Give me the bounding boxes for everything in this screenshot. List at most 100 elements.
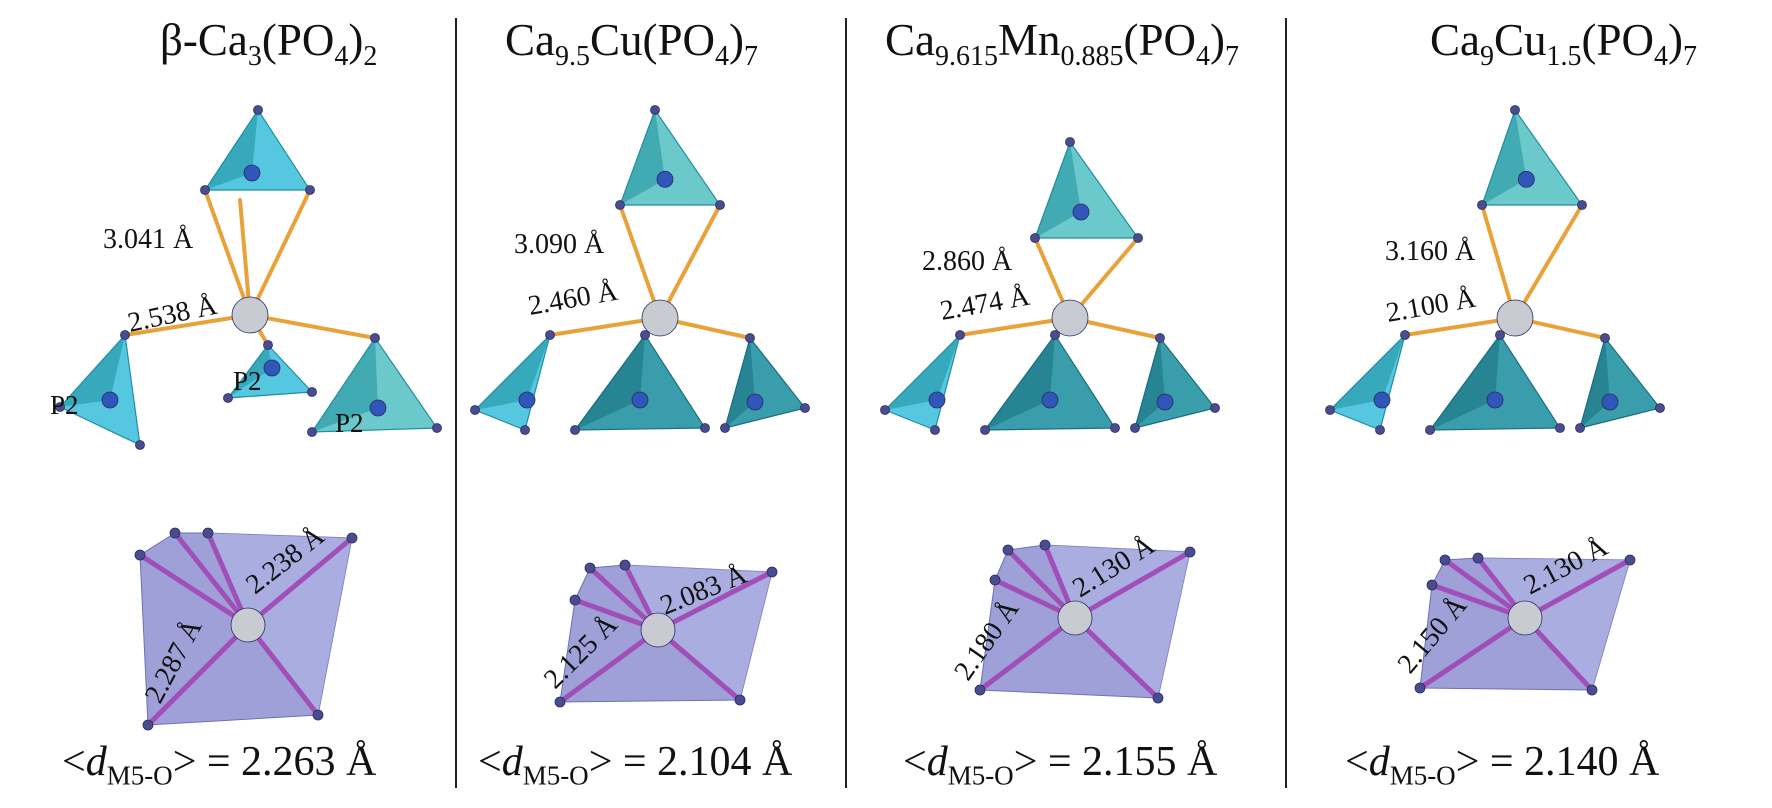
oxygen-atom <box>1152 692 1164 704</box>
avg-bracket: < <box>903 739 927 785</box>
oxygen-atom <box>570 425 580 435</box>
oxygen-atom <box>1439 554 1451 566</box>
avg-bracket: < <box>62 739 86 785</box>
phosphorus-atom <box>631 391 649 409</box>
m5-o-bond <box>655 627 743 703</box>
oxygen-atom <box>1065 137 1075 147</box>
title-text: Cu(PO <box>590 15 716 65</box>
panel-title: Ca9.5Cu(PO4)7 <box>505 14 758 70</box>
title-text: Ca <box>505 15 555 65</box>
oxygen-atom <box>1586 684 1598 696</box>
oxygen-atom <box>1472 552 1484 564</box>
m5-o-bond <box>1417 615 1528 691</box>
oxygen-atom <box>569 594 581 606</box>
phosphorus-atom <box>369 399 387 417</box>
avg-value: > = 2.263 Å <box>172 739 377 785</box>
oxygen-atom <box>1130 423 1140 433</box>
phosphorus-atom <box>1486 391 1504 409</box>
m-o-bond <box>618 203 662 320</box>
m5-o-bond <box>172 530 251 628</box>
m-o-bond <box>203 188 252 317</box>
tetrahedron-face <box>60 335 125 407</box>
title-text: Cu <box>1494 15 1547 65</box>
avg-symbol: d <box>926 739 948 785</box>
oxygen-atom <box>545 330 555 340</box>
oxygen-atom <box>974 684 986 696</box>
title-text: ) <box>1668 15 1684 65</box>
site-label: P2 <box>233 366 262 396</box>
title-subscript: 0.885 <box>1060 40 1124 72</box>
oxygen-atom <box>346 532 358 544</box>
oxygen-atom <box>1510 105 1520 115</box>
oxygen-atom <box>715 200 725 210</box>
title-text: ) <box>729 15 745 65</box>
m5-o-bond <box>557 627 661 705</box>
oxygen-atom <box>1030 233 1040 243</box>
panel-divider <box>455 18 457 788</box>
oxygen-atom <box>223 393 233 403</box>
oxygen-atom <box>120 330 130 340</box>
oxygen-atom <box>370 333 380 343</box>
m5-cation <box>1496 299 1534 337</box>
oxygen-atom <box>1477 200 1487 210</box>
m5-cation <box>230 607 266 643</box>
title-subscript: 4 <box>1654 40 1669 72</box>
oxygen-atom <box>1577 200 1587 210</box>
avg-value: > = 2.104 Å <box>588 739 793 785</box>
oxygen-atom <box>312 709 324 721</box>
oxygen-atom <box>1600 333 1610 343</box>
panel-divider <box>845 18 847 788</box>
m5-o-bond <box>1522 557 1633 621</box>
oxygen-atom <box>1110 423 1120 433</box>
title-text: ) <box>1210 15 1226 65</box>
oxygen-atom <box>1575 423 1585 433</box>
bond-length-label: 2.100 Å <box>1384 283 1479 329</box>
oxygen-atom <box>619 559 631 571</box>
title-subscript: 7 <box>744 40 759 72</box>
tetrahedron-face <box>885 335 960 410</box>
oxygen-atom <box>584 562 596 574</box>
phosphorus-atom <box>1601 393 1619 411</box>
m-o-bond <box>1513 203 1584 320</box>
avg-value: > = 2.140 Å <box>1455 739 1660 785</box>
oxygen-atom <box>1414 682 1426 694</box>
m5-o-bond <box>245 535 355 628</box>
m5-o-bond <box>145 622 251 728</box>
avg-subscript: M5-O <box>947 760 1014 791</box>
title-text: Mn <box>998 15 1061 65</box>
panel-title: Ca9Cu1.5(PO4)7 <box>1430 14 1697 70</box>
oxygen-atom <box>1325 405 1335 415</box>
phosphorus-atom <box>1517 170 1535 188</box>
tetrahedron-face <box>575 335 645 430</box>
oxygen-atom <box>980 425 990 435</box>
title-subscript: 4 <box>1196 40 1211 72</box>
oxygen-atom <box>1655 403 1665 413</box>
title-subscript: 4 <box>715 40 730 72</box>
avg-bracket: < <box>1345 739 1369 785</box>
oxygen-atom <box>432 423 442 433</box>
m-o-bond <box>958 316 1072 337</box>
oxygen-atom <box>745 333 755 343</box>
oxygen-atom <box>734 694 746 706</box>
phosphorus-atom <box>518 391 536 409</box>
oxygen-atom <box>1375 425 1385 435</box>
phosphorus-atom <box>263 359 281 377</box>
m-o-bond <box>238 198 252 317</box>
m-o-bond <box>123 313 252 337</box>
title-text: β-Ca <box>160 15 248 65</box>
oxygen-atom <box>955 330 965 340</box>
oxygen-atom <box>169 527 181 539</box>
tetrahedron-face <box>1035 142 1081 238</box>
site-label: P2 <box>50 390 79 420</box>
m5-o-bond <box>1072 615 1161 701</box>
oxygen-atom <box>1155 333 1165 343</box>
tetrahedron-face <box>985 335 1055 430</box>
title-text: (PO <box>1581 15 1655 65</box>
title-text: (PO <box>1123 15 1197 65</box>
octahedron-face <box>1045 545 1190 698</box>
oxygen-atom <box>305 185 315 195</box>
oxygen-atom <box>700 423 710 433</box>
oxygen-atom <box>1425 425 1435 435</box>
title-text: Ca <box>885 15 935 65</box>
